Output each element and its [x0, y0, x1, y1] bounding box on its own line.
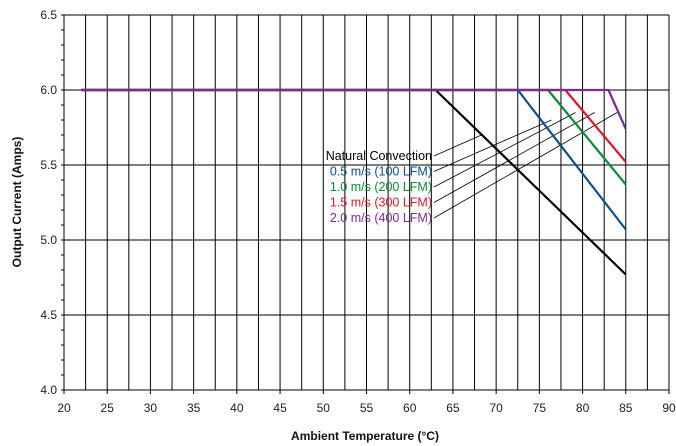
x-tick-label: 40 [230, 401, 244, 415]
y-tick-label: 6.5 [40, 8, 57, 22]
minor-tick-marks [61, 14, 670, 394]
x-tick-label: 60 [403, 401, 417, 415]
legend-entry-0: Natural Convection [326, 149, 432, 163]
legend: Natural Convection 0.5 m/s (100 LFM)1.0 m… [326, 149, 432, 225]
x-tick-label: 55 [360, 401, 374, 415]
legend-leader-lines [433, 112, 618, 219]
legend-entry-3: 1.5 m/s (300 LFM) [330, 196, 432, 210]
x-tick-label: 30 [144, 401, 158, 415]
grid-lines [63, 14, 670, 391]
y-axis-title: Output Current (Amps) [10, 137, 24, 268]
y-tick-label: 5.0 [40, 233, 57, 247]
x-tick-label: 25 [101, 401, 115, 415]
legend-entry-2: 1.0 m/s (200 LFM) [330, 180, 432, 194]
leader-line-2 [433, 112, 576, 188]
leader-line-4 [433, 112, 618, 219]
x-axis-title: Ambient Temperature (°C) [291, 429, 439, 443]
x-tick-label: 45 [273, 401, 287, 415]
y-tick-label: 4.5 [40, 308, 57, 322]
y-tick-label: 5.5 [40, 158, 57, 172]
x-tick-label: 35 [187, 401, 201, 415]
x-tick-label: 75 [533, 401, 547, 415]
legend-entry-1: 0.5 m/s (100 LFM) [330, 165, 432, 179]
x-tick-label: 65 [446, 401, 460, 415]
tick-labels: 20 25 30 35 40 45 50 55 60 65 70 75 80 85 90 4.0 4.5 5.0 5… [40, 8, 676, 415]
x-tick-label: 20 [57, 401, 71, 415]
legend-entry-4: 2.0 m/s (400 LFM) [330, 211, 432, 225]
x-tick-label: 90 [662, 401, 676, 415]
x-tick-label: 80 [576, 401, 590, 415]
leader-line-0 [433, 134, 482, 157]
x-tick-label: 85 [619, 401, 633, 415]
x-tick-label: 70 [489, 401, 503, 415]
y-tick-label: 6.0 [40, 83, 57, 97]
leader-line-3 [433, 112, 595, 203]
series-line-4 [81, 88, 627, 130]
series-lines [81, 88, 627, 276]
y-tick-label: 4.0 [40, 383, 57, 397]
x-tick-label: 50 [317, 401, 331, 415]
